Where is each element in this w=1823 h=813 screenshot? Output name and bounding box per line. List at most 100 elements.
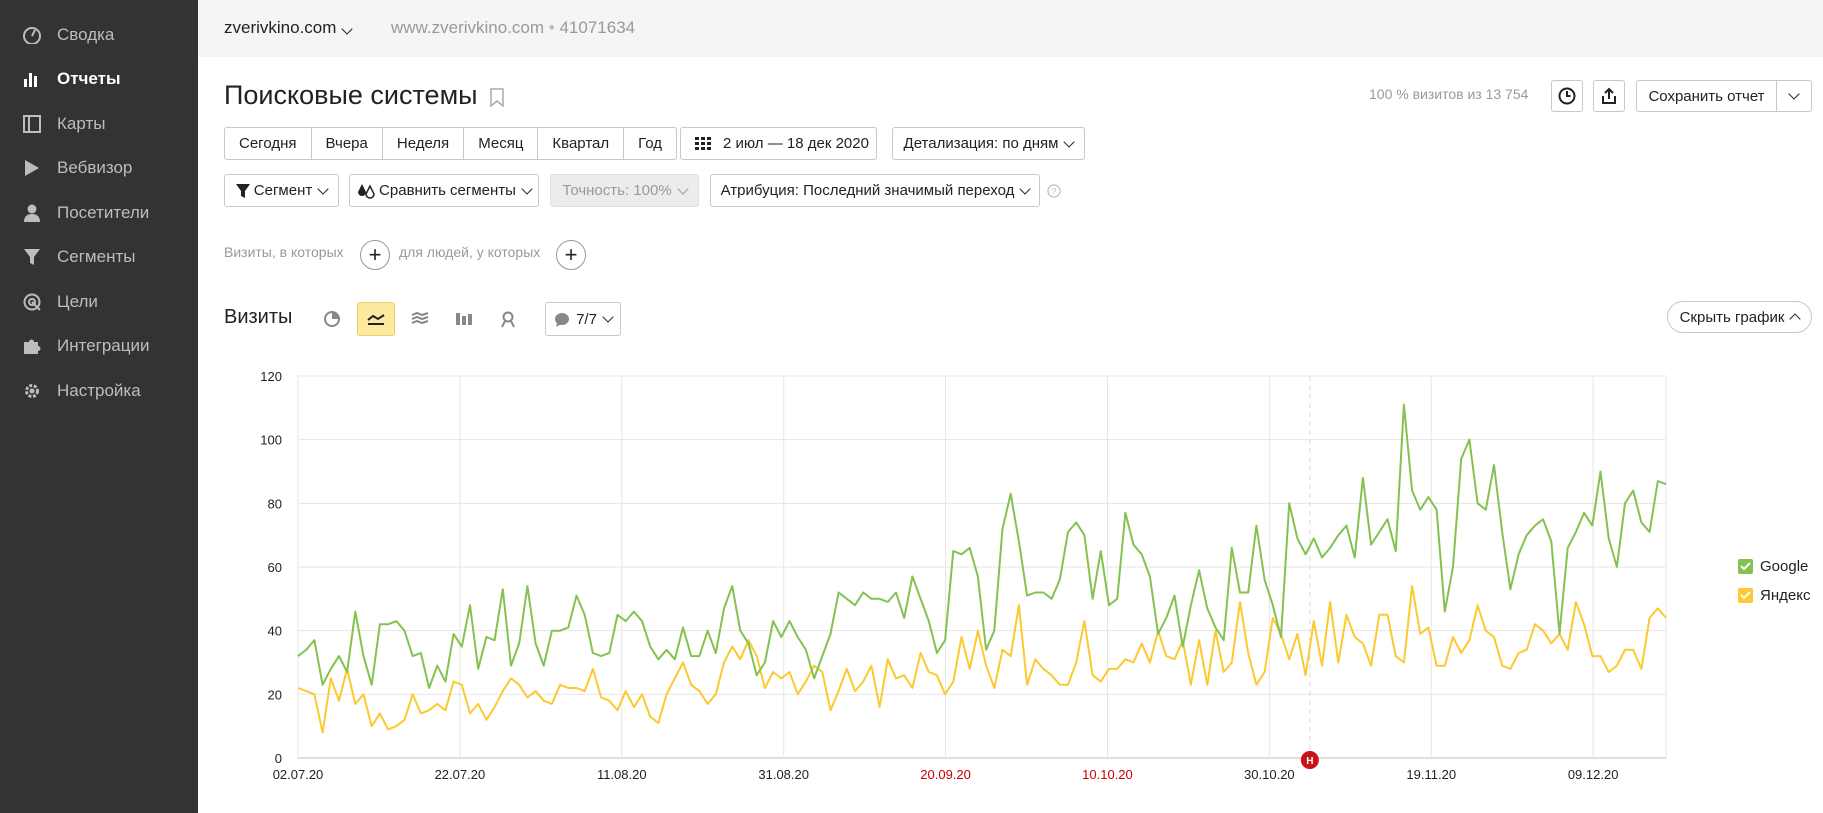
sidebar-item-reports[interactable]: Отчеты xyxy=(0,59,198,99)
x-tick-label: 10.10.20 xyxy=(1082,767,1133,782)
chevron-up-icon xyxy=(1789,313,1802,325)
y-tick-label: 40 xyxy=(268,624,282,639)
add-visit-condition-button[interactable]: + xyxy=(360,240,390,270)
x-tick-label: 20.09.20 xyxy=(920,767,971,782)
chart-type-pie[interactable] xyxy=(313,302,351,336)
period-selector: Сегодня Вчера Неделя Месяц Квартал Год xyxy=(224,127,678,160)
sidebar-item-label: Отчеты xyxy=(57,69,121,88)
period-quarter[interactable]: Квартал xyxy=(538,128,625,159)
date-range-button[interactable]: 2 июл — 18 дек 2020 xyxy=(680,127,877,160)
chevron-down-icon xyxy=(341,23,354,35)
hide-chart-button[interactable]: Скрыть график xyxy=(1667,301,1812,333)
x-tick-label: 31.08.20 xyxy=(758,767,809,782)
notes-dropdown[interactable]: 7/7 xyxy=(545,302,621,336)
x-tick-label: 02.07.20 xyxy=(273,767,324,782)
save-report-dropdown[interactable] xyxy=(1776,80,1812,112)
chevron-down-icon xyxy=(521,182,533,195)
attribution-dropdown[interactable]: Атрибуция: Последний значимый переход xyxy=(710,174,1040,207)
sidebar-item-integrations[interactable]: Интеграции xyxy=(0,326,198,366)
sidebar-item-label: Настройка xyxy=(57,381,141,400)
x-tick-label: 09.12.20 xyxy=(1568,767,1619,782)
site-selector[interactable]: zverivkino.com xyxy=(224,18,354,38)
sidebar-item-settings[interactable]: Настройка xyxy=(0,371,198,411)
help-icon[interactable]: ? xyxy=(1047,184,1061,202)
detail-dropdown[interactable]: Детализация: по дням xyxy=(892,127,1085,160)
site-url: www.zverivkino.com xyxy=(391,18,545,37)
share-icon xyxy=(1602,87,1616,104)
svg-text:?: ? xyxy=(1051,187,1056,197)
gear-icon xyxy=(22,382,42,400)
save-report-button[interactable]: Сохранить отчет xyxy=(1636,80,1777,112)
segment-button[interactable]: Сегмент xyxy=(224,174,339,207)
funnel-icon xyxy=(22,248,42,266)
period-week[interactable]: Неделя xyxy=(383,128,465,159)
map-pin-icon xyxy=(501,311,515,328)
chart-type-map[interactable] xyxy=(489,302,527,336)
sidebar: Сводка Отчеты Карты Вебвизор Посетители … xyxy=(0,0,198,813)
calendar-icon xyxy=(695,136,711,150)
sidebar-item-label: Сводка xyxy=(57,25,115,44)
add-people-condition-button[interactable]: + xyxy=(556,240,586,270)
sidebar-item-visitors[interactable]: Посетители xyxy=(0,193,198,233)
user-icon xyxy=(22,204,42,222)
chevron-down-icon xyxy=(1788,88,1800,100)
pie-chart-icon xyxy=(324,311,340,327)
sidebar-item-maps[interactable]: Карты xyxy=(0,104,198,144)
compare-segments-label: Сравнить сегменты xyxy=(379,182,516,199)
x-tick-label: 22.07.20 xyxy=(435,767,486,782)
holiday-marker-icon xyxy=(1300,751,1319,769)
chart-type-bar[interactable] xyxy=(445,302,483,336)
date-range-label: 2 июл — 18 дек 2020 xyxy=(723,135,869,152)
period-month[interactable]: Месяц xyxy=(464,128,539,159)
series-line-yandex xyxy=(297,585,1667,734)
play-icon xyxy=(22,159,42,177)
sidebar-item-label: Сегменты xyxy=(57,247,136,266)
gauge-icon xyxy=(22,26,42,45)
x-tick-label: 19.11.20 xyxy=(1406,767,1456,782)
legend-item-google[interactable]: Google xyxy=(1738,558,1808,575)
chevron-down-icon xyxy=(1019,182,1032,195)
attribution-label: Атрибуция: Последний значимый переход xyxy=(720,182,1015,199)
area-chart-icon xyxy=(411,311,429,325)
top-bar: zverivkino.com www.zverivkino.com • 4107… xyxy=(198,0,1823,57)
period-yesterday[interactable]: Вчера xyxy=(312,128,383,159)
sidebar-item-summary[interactable]: Сводка xyxy=(0,15,198,55)
y-tick-label: 120 xyxy=(260,369,282,384)
export-button[interactable] xyxy=(1593,80,1625,112)
checkbox-icon xyxy=(1738,588,1753,603)
target-icon xyxy=(22,293,42,311)
puzzle-icon xyxy=(22,337,42,355)
notes-count: 7/7 xyxy=(576,310,597,328)
plot-area xyxy=(297,375,1667,759)
detail-label: Детализация: по дням xyxy=(903,135,1059,152)
page-title: Поисковые системы xyxy=(224,80,478,110)
checkbox-icon xyxy=(1738,559,1753,574)
chevron-down-icon xyxy=(602,311,614,323)
clock-icon xyxy=(1558,87,1576,105)
drops-icon xyxy=(358,183,375,199)
history-button[interactable] xyxy=(1551,80,1583,112)
visits-where-label: Визиты, в которых xyxy=(224,244,344,260)
y-tick-label: 60 xyxy=(268,560,282,575)
series-line-google xyxy=(297,403,1667,689)
plus-icon: + xyxy=(368,242,382,267)
line-chart-icon xyxy=(367,314,385,325)
sidebar-item-webvisor[interactable]: Вебвизор xyxy=(0,148,198,188)
compare-segments-button[interactable]: Сравнить сегменты xyxy=(349,174,539,207)
counter-id: 41071634 xyxy=(559,18,636,37)
chart-type-line[interactable] xyxy=(357,302,395,336)
sidebar-item-segments[interactable]: Сегменты xyxy=(0,237,198,277)
accuracy-dropdown[interactable]: Точность: 100% xyxy=(550,174,699,207)
save-report-label: Сохранить отчет xyxy=(1648,87,1765,105)
bookmark-icon[interactable] xyxy=(490,88,504,111)
sidebar-item-label: Интеграции xyxy=(57,336,150,355)
period-year[interactable]: Год xyxy=(638,135,663,152)
legend-item-yandex[interactable]: Яндекс xyxy=(1738,587,1810,604)
period-today[interactable]: Сегодня xyxy=(225,128,312,159)
chart-type-stacked-area[interactable] xyxy=(401,302,439,336)
sidebar-item-goals[interactable]: Цели xyxy=(0,282,198,322)
comment-icon xyxy=(555,312,570,327)
y-tick-label: 20 xyxy=(268,687,282,702)
funnel-icon xyxy=(235,183,250,198)
